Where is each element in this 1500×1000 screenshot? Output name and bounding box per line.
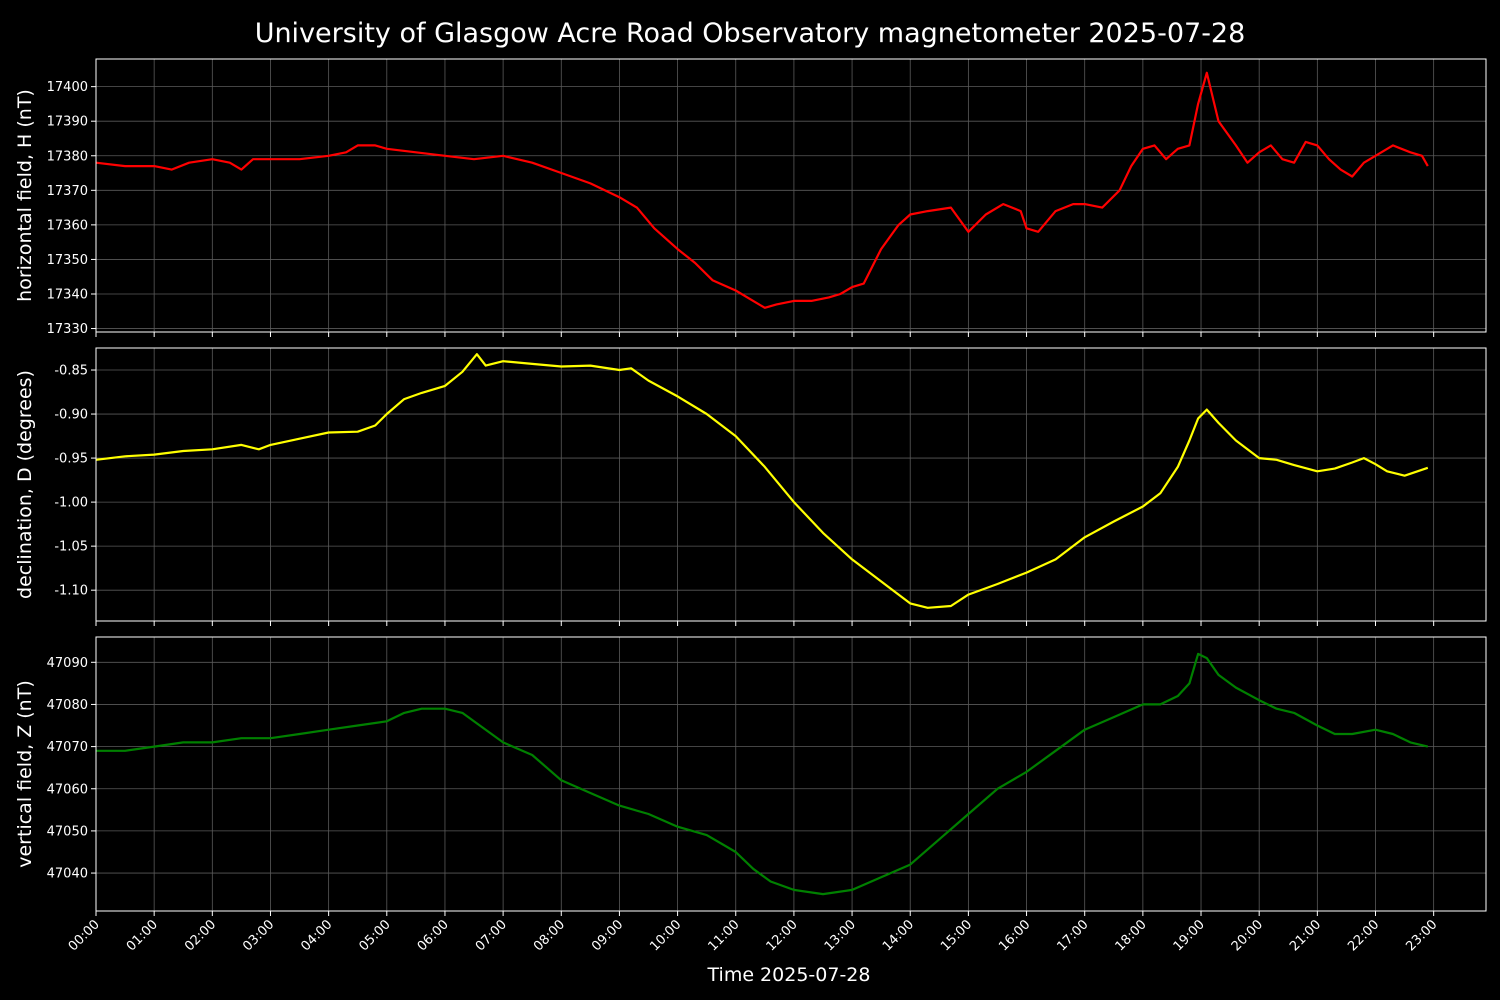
y-tick-label: 17350	[47, 253, 88, 268]
y-tick-label: 47090	[47, 656, 88, 671]
y-tick-label: -1.05	[54, 540, 88, 555]
y-axis-label: vertical field, Z (nT)	[14, 680, 36, 868]
y-tick-label: 17370	[47, 184, 88, 199]
plot-frame	[95, 58, 1487, 333]
panel-1: 17330 17340 17350 17360 17370 17380 17390 17400…	[14, 58, 1487, 337]
y-tick-label: -1.00	[54, 496, 88, 511]
y-tick-label: 47070	[47, 740, 88, 755]
y-axis-label: horizontal field, H (nT)	[14, 89, 36, 302]
y-tick-label: 47080	[47, 698, 88, 713]
y-axis-label: declination, D (degrees)	[14, 370, 36, 599]
y-tick-label: 17330	[47, 322, 88, 337]
series-line-3	[96, 652, 1429, 896]
y-tick-label: -0.95	[54, 452, 88, 467]
y-tick-label: 17380	[47, 149, 88, 164]
x-axis-label: Time 2025-07-28	[707, 964, 871, 986]
y-tick-label: -0.85	[54, 364, 88, 379]
plot-frame	[95, 636, 1487, 912]
y-tick-label: 47060	[47, 782, 88, 797]
y-tick-label: 47050	[47, 824, 88, 839]
panel-2: -1.10 -1.05 -1.00 -0.95 -0.90 -0.85 declinatio…	[14, 347, 1487, 626]
y-tick-label: 17360	[47, 218, 88, 233]
chart-title: University of Glasgow Acre Road Observat…	[255, 18, 1246, 49]
series-line-1	[95, 71, 1429, 309]
y-tick-label: -1.10	[54, 584, 88, 599]
y-tick-label: 17400	[47, 80, 88, 95]
y-tick-label: -0.90	[54, 408, 88, 423]
y-tick-label: 47040	[47, 867, 88, 882]
series-line-2	[95, 353, 1429, 609]
y-tick-label: 17390	[47, 115, 88, 130]
plot-frame	[95, 347, 1487, 622]
y-tick-label: 17340	[47, 287, 88, 302]
